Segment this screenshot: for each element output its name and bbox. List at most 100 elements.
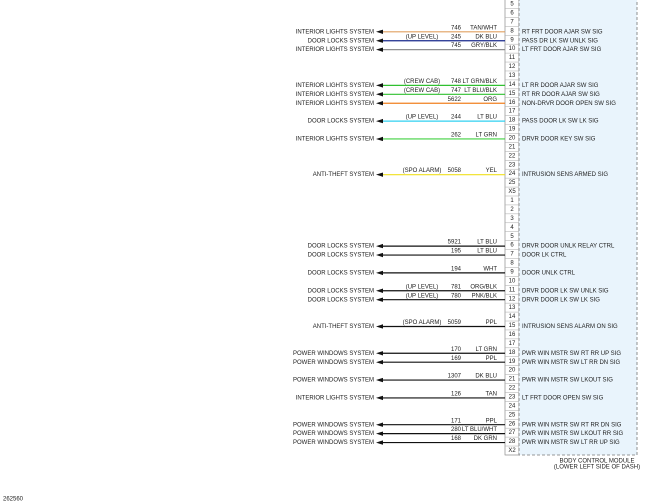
pin-number: 18 (509, 350, 516, 356)
wire-color: DK BLU (475, 374, 497, 380)
signal-name: RT FRT DOOR AJAR SW SIG (522, 29, 603, 35)
system-label: POWER WINDOWS SYSTEM (293, 360, 374, 366)
system-label: POWER WINDOWS SYSTEM (293, 351, 374, 357)
wire-note: (CREW CAB) (404, 88, 440, 94)
wire-color: PPL (486, 356, 498, 362)
arrow-head (376, 38, 383, 43)
signal-name: NON-DRVR DOOR OPEN SW SIG (522, 101, 616, 107)
arrow-head (376, 270, 383, 276)
pin-number: 16 (509, 100, 516, 106)
pin-number: 21 (509, 144, 516, 150)
signal-name: RT RR DOOR AJAR SW SIG (522, 92, 600, 98)
pin-number: 19 (509, 359, 516, 365)
signal-name: DRVR DOOR LK SW LK SIG (522, 297, 600, 303)
pin-number: 7 (510, 19, 514, 25)
signal-name: LT FRT DOOR AJAR SW SIG (522, 47, 602, 53)
pin-number: 23 (509, 162, 516, 168)
arrow-head (376, 92, 383, 97)
wire-note: (SPO ALARM) (403, 168, 442, 174)
arrow-head (376, 395, 383, 401)
signal-name: LT FRT DOOR OPEN SW SIG (522, 395, 604, 401)
pin-number: 12 (509, 64, 516, 70)
pin-number: 5 (510, 2, 514, 8)
pin-number: 14 (509, 82, 516, 88)
pin-number: 20 (509, 368, 516, 374)
pin-number: 6 (510, 11, 514, 17)
wire-color: TAN/WHT (470, 25, 497, 31)
wire-color: PNK/BLK (472, 293, 497, 299)
system-label: DOOR LOCKS SYSTEM (308, 244, 374, 250)
system-label: POWER WINDOWS SYSTEM (293, 431, 374, 437)
pin-number: 1 (510, 198, 514, 204)
circuit-number: 745 (451, 43, 462, 49)
signal-name: PWR WIN MSTR SW RT RR UP SIG (522, 351, 621, 357)
circuit-number: 5059 (448, 320, 462, 326)
circuit-number: 171 (451, 418, 462, 424)
signal-name: PASS DOOR LK SW LK SIG (522, 119, 599, 125)
pin-number: 3 (510, 216, 514, 222)
circuit-number: 126 (451, 391, 462, 397)
signal-name: PWR WIN MSTR SW LT RR DN SIG (522, 360, 620, 366)
pin-number: 23 (509, 394, 516, 400)
pin-number: 17 (509, 109, 516, 115)
pin-number: 18 (509, 118, 516, 124)
system-label: POWER WINDOWS SYSTEM (293, 422, 374, 428)
pin-number: 26 (509, 421, 516, 427)
wire-color: LT GRN/BLK (463, 79, 497, 85)
system-label: POWER WINDOWS SYSTEM (293, 440, 374, 446)
pin-number: 20 (509, 136, 516, 142)
wire-color: LT BLU (477, 115, 497, 121)
arrow-head (376, 47, 383, 52)
arrow-head (376, 29, 383, 34)
system-label: DOOR LOCKS SYSTEM (308, 253, 374, 259)
pin-number: 9 (510, 269, 514, 275)
circuit-number: 748 (451, 79, 462, 85)
arrow-head (376, 360, 383, 365)
system-label: DOOR LOCKS SYSTEM (308, 288, 374, 294)
system-label: INTERIOR LIGHTS SYSTEM (296, 92, 374, 98)
pin-number: 11 (509, 55, 516, 61)
circuit-number: 194 (451, 266, 462, 272)
circuit-number: 245 (451, 34, 462, 40)
pin-number: 14 (509, 314, 516, 320)
module-box (518, 0, 638, 456)
system-label: DOOR LOCKS SYSTEM (308, 119, 374, 125)
arrow-head (376, 297, 383, 302)
arrow-head (376, 101, 383, 106)
circuit-number: 262 (451, 133, 462, 139)
signal-name: DRVR DOOR UNLK RELAY CTRL (522, 244, 615, 250)
pin-number: 22 (509, 386, 516, 392)
pin-number: 27 (509, 430, 516, 436)
pin-number: 11 (509, 287, 516, 293)
pin-number: 12 (509, 296, 516, 302)
pin-number: 4 (510, 225, 514, 231)
arrow-head (376, 252, 383, 258)
pin-number: 9 (510, 37, 514, 43)
system-label: INTERIOR LIGHTS SYSTEM (296, 47, 374, 53)
module-location: (LOWER LEFT SIDE OF DASH) (554, 465, 640, 471)
signal-name: LT RR DOOR AJAR SW SIG (522, 83, 599, 89)
wire-color: DK GRN (474, 436, 497, 442)
system-label: POWER WINDOWS SYSTEM (293, 378, 374, 384)
wire-color: LT BLU/WHT (462, 427, 497, 433)
signal-name: PWR WIN MSTR SW LKOUT RR SIG (522, 431, 624, 437)
wire-note: (UP LEVEL) (406, 293, 439, 299)
circuit-number: 280 (451, 427, 462, 433)
circuit-number: 747 (451, 88, 462, 94)
pin-number: X5 (508, 189, 516, 195)
circuit-number: 5921 (448, 240, 462, 246)
wire-color: TAN (485, 391, 497, 397)
pin-number: 24 (509, 403, 516, 409)
wire-color: PPL (486, 418, 498, 424)
wire-color: DK BLU (475, 34, 497, 40)
pin-number: 21 (509, 377, 516, 383)
arrow-head (376, 172, 383, 177)
arrow-head (376, 324, 383, 329)
pin-number: 13 (509, 305, 516, 311)
module-name: BODY CONTROL MODULE (559, 459, 634, 465)
pin-number: 8 (510, 28, 514, 34)
pin-number: X2 (508, 448, 516, 454)
system-label: INTERIOR LIGHTS SYSTEM (296, 395, 374, 401)
wire-note: (UP LEVEL) (406, 284, 439, 290)
